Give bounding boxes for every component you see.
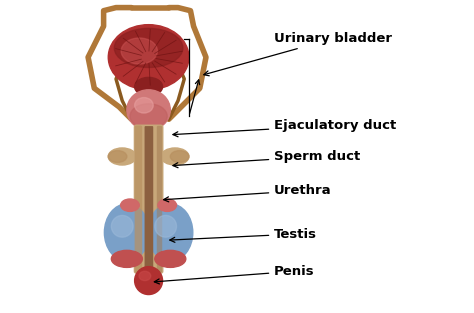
Ellipse shape	[135, 77, 163, 96]
Ellipse shape	[170, 151, 189, 162]
Ellipse shape	[135, 98, 153, 113]
Text: Ejaculatory duct: Ejaculatory duct	[173, 119, 396, 137]
Text: Urinary bladder: Urinary bladder	[204, 32, 392, 76]
Ellipse shape	[108, 148, 136, 165]
Ellipse shape	[155, 215, 176, 237]
FancyBboxPatch shape	[134, 125, 164, 274]
FancyBboxPatch shape	[135, 126, 142, 273]
Text: Urethra: Urethra	[164, 184, 332, 202]
Ellipse shape	[104, 204, 149, 261]
Ellipse shape	[130, 104, 167, 129]
Ellipse shape	[139, 271, 151, 280]
Ellipse shape	[155, 250, 186, 267]
FancyBboxPatch shape	[157, 126, 162, 273]
Ellipse shape	[148, 204, 193, 261]
Ellipse shape	[108, 25, 189, 90]
Ellipse shape	[121, 199, 139, 211]
Ellipse shape	[108, 151, 127, 162]
Text: Penis: Penis	[155, 265, 315, 284]
Ellipse shape	[135, 267, 163, 295]
Ellipse shape	[111, 215, 133, 237]
FancyBboxPatch shape	[145, 126, 153, 272]
Text: Sperm duct: Sperm duct	[173, 150, 360, 168]
Ellipse shape	[161, 148, 189, 165]
Text: Testis: Testis	[170, 228, 317, 242]
Ellipse shape	[158, 199, 176, 211]
Ellipse shape	[127, 90, 170, 130]
Ellipse shape	[111, 250, 142, 267]
Ellipse shape	[114, 28, 183, 68]
Ellipse shape	[121, 38, 157, 64]
